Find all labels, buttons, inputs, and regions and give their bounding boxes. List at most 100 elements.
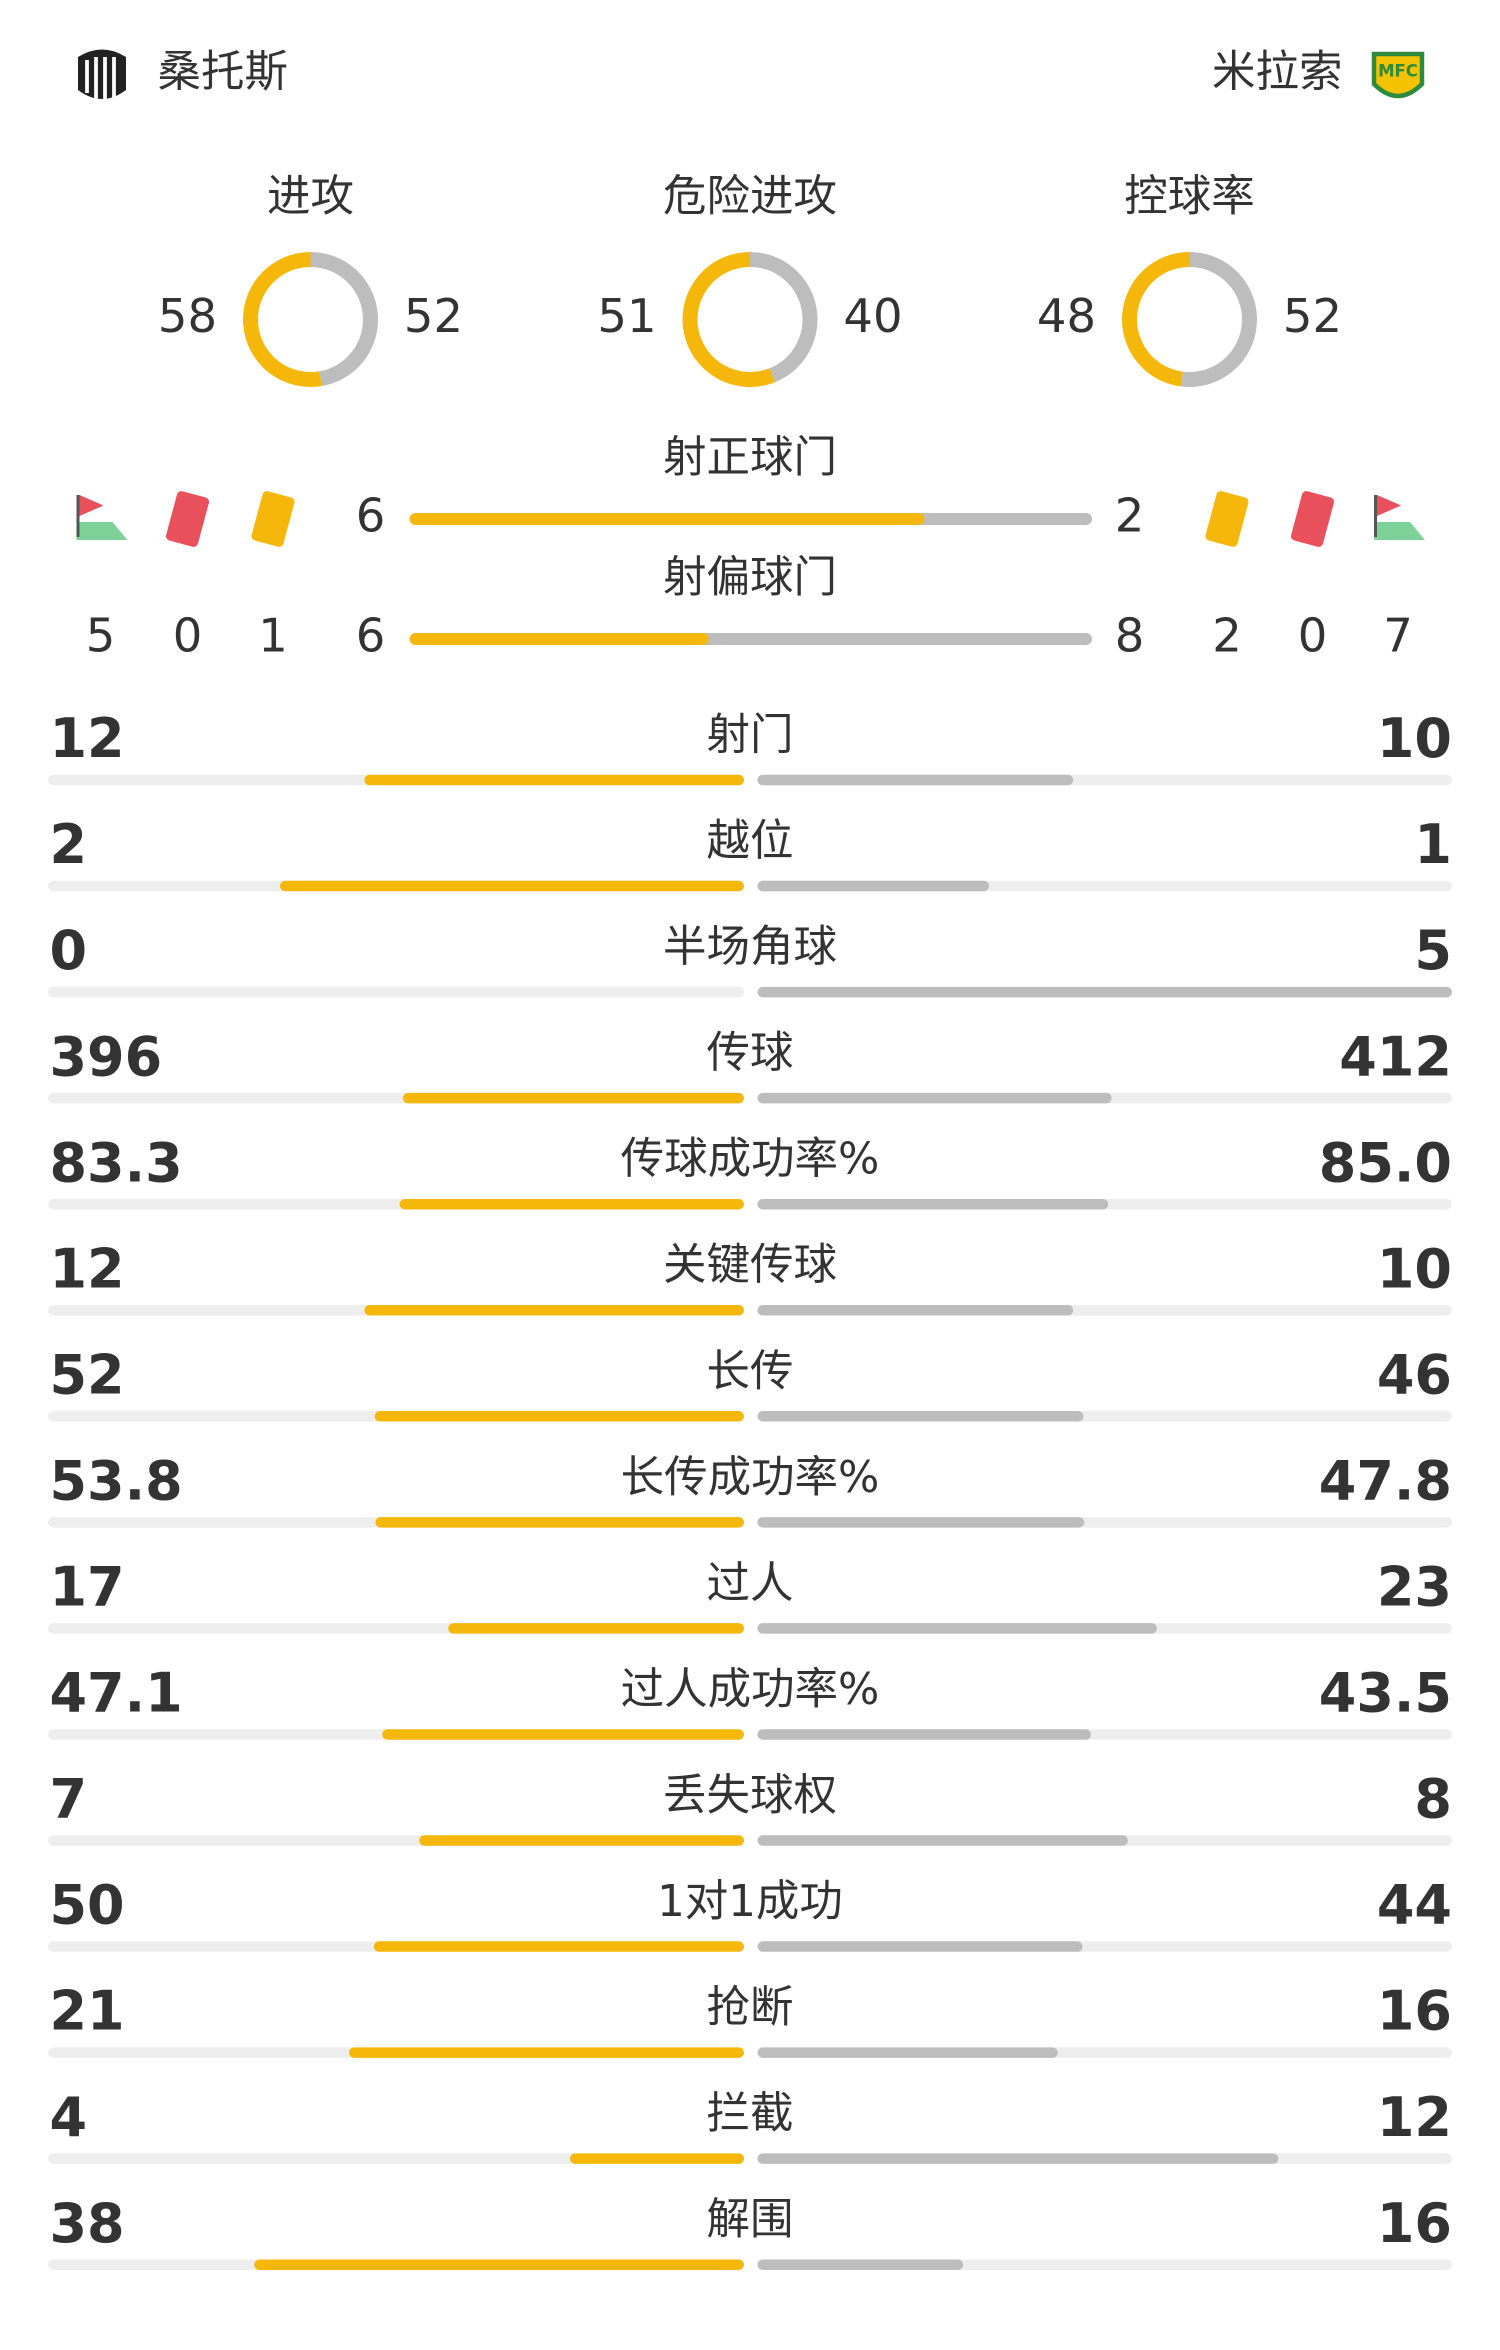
home-value: 12: [50, 1237, 125, 1300]
away-value: 10: [1377, 1237, 1452, 1300]
stat-label: 抢断: [707, 1983, 794, 2033]
donut-away-arc: [749, 251, 818, 383]
away-bar: [757, 880, 989, 892]
home-bar: [364, 1304, 744, 1316]
yellow-card-icon: [1205, 491, 1249, 547]
away-bar: [757, 1411, 1084, 1422]
away-value: 8: [1414, 1768, 1452, 1831]
away-yellow-cards: 2: [1212, 608, 1242, 662]
stat-label: 1对1成功: [657, 1877, 843, 1927]
away-bar: [757, 2259, 964, 2270]
stat-label: 传球: [707, 1029, 794, 1079]
home-yellow-cards: 1: [258, 608, 288, 662]
home-value: 6: [356, 488, 386, 542]
away-bar: [757, 774, 1074, 786]
away-bar: [757, 1517, 1085, 1528]
away-bar: [757, 1304, 1074, 1316]
home-bar: [364, 774, 744, 786]
home-bar: [570, 2153, 744, 2164]
stat-label: 过人: [707, 1559, 794, 1609]
stat-label: 过人成功率%: [621, 1665, 880, 1715]
home-bar: [402, 1092, 744, 1104]
home-bar: [382, 1729, 744, 1740]
away-value: 16: [1377, 2192, 1452, 2255]
svg-text:MFC: MFC: [1378, 61, 1418, 80]
away-value: 52: [404, 289, 463, 343]
home-bar: [254, 2259, 745, 2270]
yellow-card-icon: [251, 491, 295, 547]
away-value: 23: [1377, 1556, 1452, 1619]
home-bar: [419, 1835, 744, 1846]
away-value: 412: [1339, 1025, 1452, 1088]
red-card-icon: [1290, 491, 1335, 547]
home-value: 2: [50, 813, 88, 876]
stat-label: 半场角球: [663, 923, 837, 973]
home-value: 7: [50, 1768, 88, 1831]
away-red-cards: 0: [1298, 608, 1328, 662]
donut-home-arc: [243, 251, 322, 387]
home-value: 51: [597, 289, 656, 343]
shot-label: 射偏球门: [663, 553, 837, 603]
donut-away-arc: [1181, 251, 1257, 387]
home-track: [48, 986, 744, 998]
stat-label: 射门: [707, 710, 794, 760]
away-bar: [757, 1623, 1157, 1634]
home-red-cards: 0: [173, 608, 203, 662]
home-bar: [399, 1198, 744, 1210]
stat-label: 关键传球: [663, 1241, 837, 1291]
home-value: 396: [50, 1025, 163, 1088]
away-value: 85.0: [1319, 1131, 1452, 1194]
away-value: 5: [1414, 919, 1452, 982]
away-value: 44: [1377, 1874, 1452, 1937]
home-bar: [348, 2047, 744, 2058]
away-logo: MFC: [1371, 51, 1425, 99]
home-value: 6: [356, 608, 386, 662]
away-bar: [757, 1835, 1128, 1846]
corner-flag-icon: [1373, 521, 1425, 540]
away-bar: [757, 1729, 1091, 1740]
home-value: 47.1: [50, 1662, 183, 1725]
home-value: 53.8: [50, 1449, 183, 1512]
away-value: 8: [1115, 608, 1145, 662]
home-value: 4: [50, 2086, 88, 2149]
home-bar: [373, 1941, 744, 1952]
away-bar: [757, 1198, 1109, 1210]
home-bar: [280, 880, 744, 892]
corner-flag: [1376, 494, 1401, 516]
away-value: 12: [1377, 2086, 1452, 2149]
away-value: 16: [1377, 1980, 1452, 2043]
away-team: 米拉索: [1212, 47, 1342, 97]
away-bar: [757, 2153, 1279, 2164]
donut-home-arc: [682, 251, 776, 387]
away-bar: [757, 2047, 1058, 2058]
home-value: 58: [158, 289, 217, 343]
home-value: 83.3: [50, 1131, 183, 1194]
shot-label: 射正球门: [663, 433, 837, 483]
stat-label: 解围: [707, 2195, 794, 2245]
home-value: 12: [50, 707, 125, 770]
away-value: 52: [1283, 289, 1342, 343]
away-bar: [757, 986, 1452, 998]
home-bar: [448, 1623, 744, 1634]
home-value: 21: [50, 1980, 125, 2043]
away-value: 47.8: [1319, 1449, 1452, 1512]
away-value: 1: [1414, 813, 1452, 876]
corner-flag-icon: [76, 521, 128, 540]
away-value: 10: [1377, 707, 1452, 770]
home-value: 0: [50, 919, 88, 982]
red-card-icon: [165, 491, 210, 547]
donut-label: 控球率: [1124, 172, 1254, 222]
home-bar: [374, 1411, 744, 1422]
away-value: 40: [843, 289, 902, 343]
home-value: 50: [50, 1874, 125, 1937]
donut-label: 危险进攻: [663, 172, 837, 222]
away-corners: 7: [1383, 608, 1413, 662]
stat-label: 长传: [707, 1347, 794, 1397]
home-track: [48, 2153, 744, 2164]
stat-label: 越位: [707, 817, 794, 867]
away-value: 43.5: [1319, 1662, 1452, 1725]
donut-label: 进攻: [267, 172, 354, 222]
stat-label: 传球成功率%: [621, 1135, 880, 1185]
